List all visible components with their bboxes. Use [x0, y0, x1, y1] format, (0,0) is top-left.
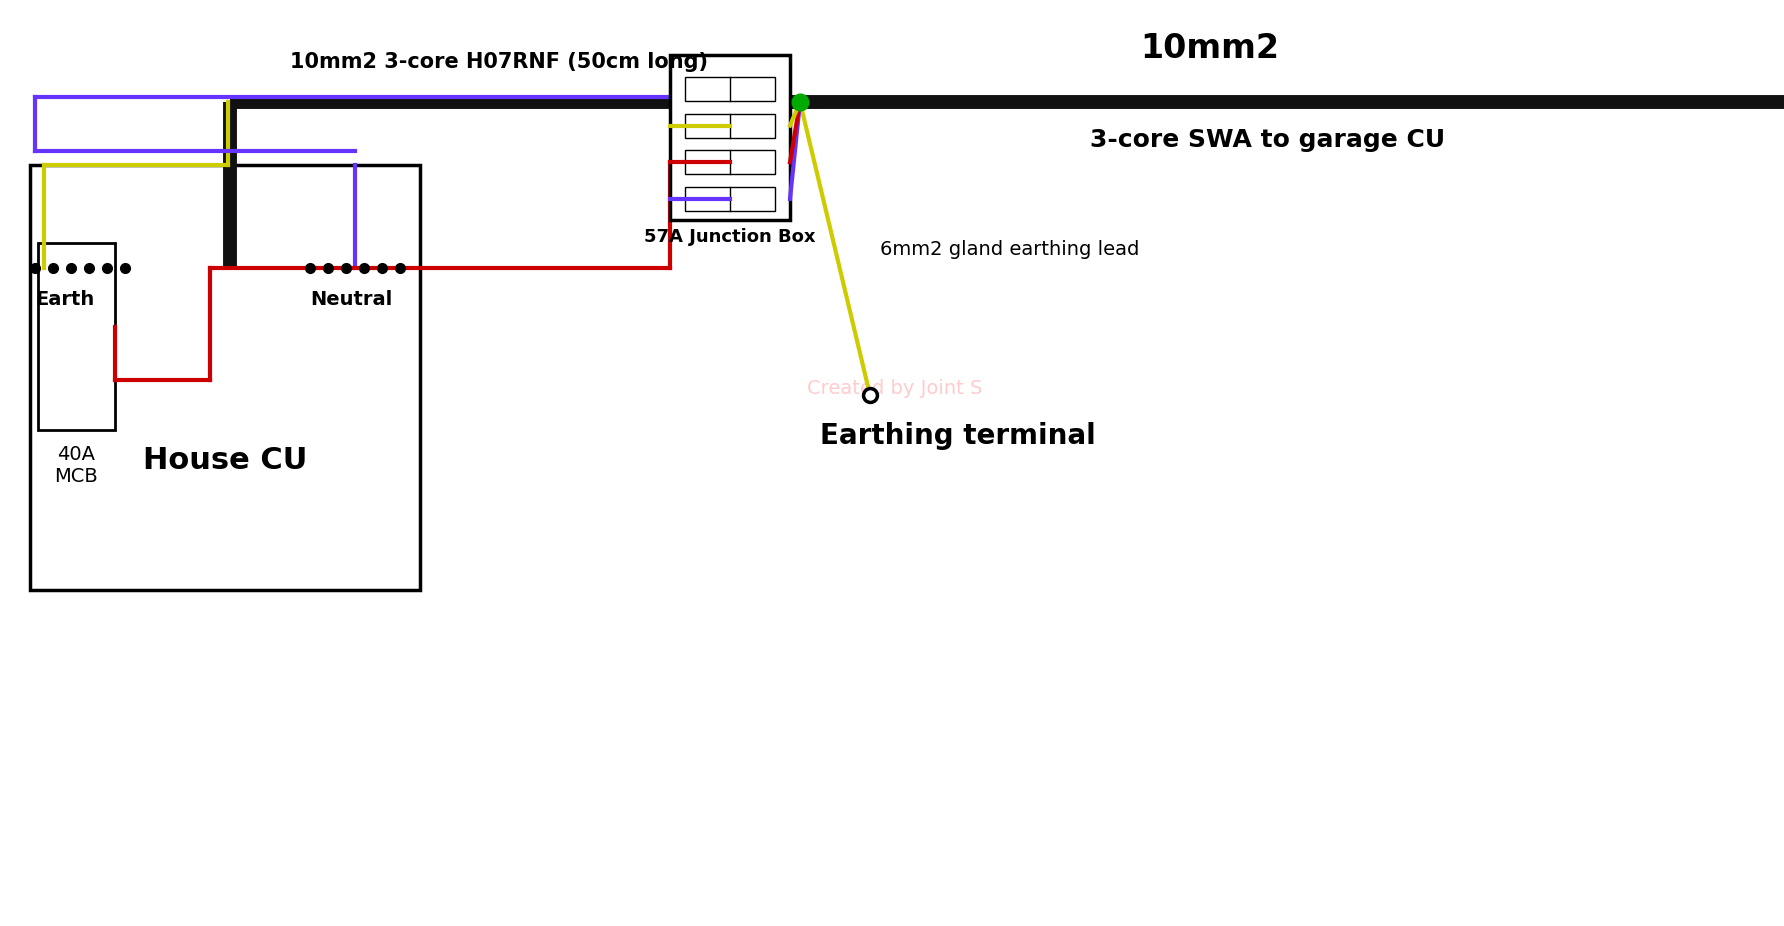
Text: 6mm2 gland earthing lead: 6mm2 gland earthing lead	[880, 240, 1140, 259]
Text: Neutral: Neutral	[310, 290, 392, 309]
Text: Earth: Earth	[36, 290, 95, 309]
Text: 3-core SWA to garage CU: 3-core SWA to garage CU	[1090, 128, 1445, 152]
Text: 10mm2 3-core H07RNF (50cm long): 10mm2 3-core H07RNF (50cm long)	[291, 52, 708, 72]
Text: Created by Joint S: Created by Joint S	[808, 379, 983, 397]
Bar	[37, 243, 114, 430]
Bar	[685, 150, 774, 174]
Bar	[685, 114, 774, 137]
Text: Earthing terminal: Earthing terminal	[821, 422, 1095, 450]
Bar	[685, 187, 774, 211]
Bar	[685, 77, 774, 101]
Bar	[30, 165, 419, 590]
Text: 10mm2: 10mm2	[1140, 32, 1279, 65]
Text: 40A
MCB: 40A MCB	[54, 445, 98, 486]
Bar	[671, 55, 790, 220]
Text: 57A Junction Box: 57A Junction Box	[644, 228, 815, 246]
Text: House CU: House CU	[143, 445, 307, 474]
